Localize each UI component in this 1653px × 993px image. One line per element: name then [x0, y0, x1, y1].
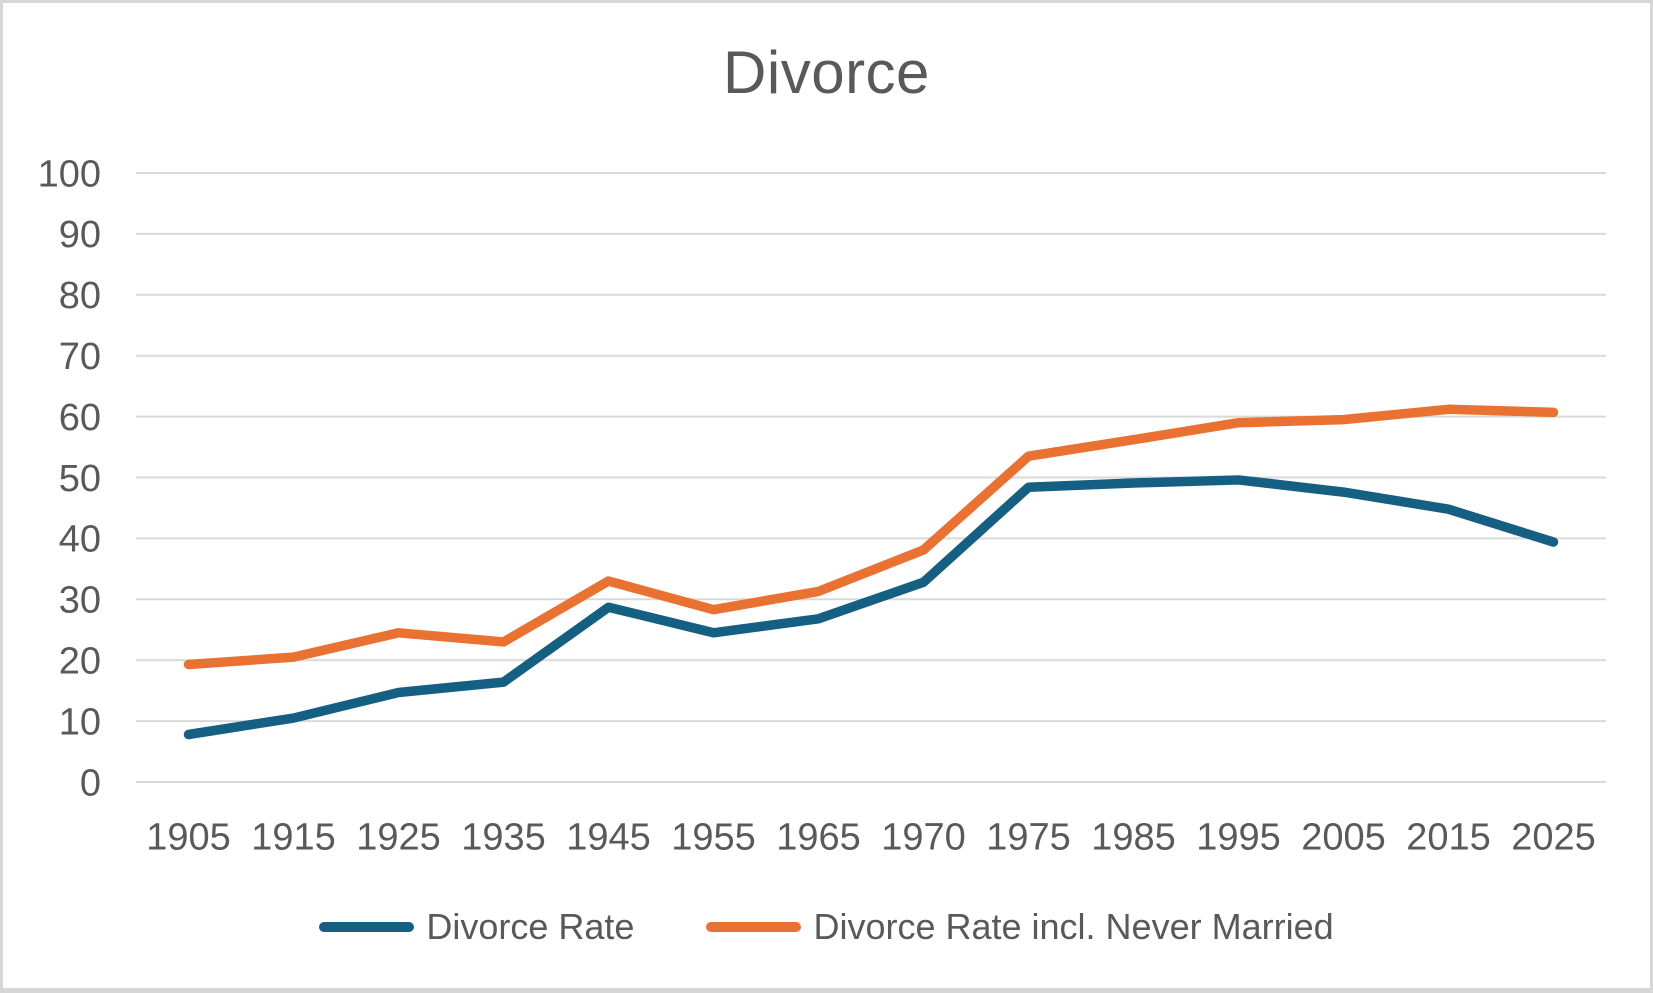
y-axis-tick-label: 20 — [59, 641, 101, 683]
divorce-rate-line-swatch-icon — [319, 922, 415, 932]
x-axis-tick-label: 1985 — [1091, 816, 1176, 858]
y-axis-tick-label: 90 — [59, 214, 101, 256]
x-axis-tick-label: 1975 — [986, 816, 1071, 858]
chart-title: Divorce — [723, 39, 930, 106]
y-axis-tick-label: 50 — [59, 458, 101, 500]
x-axis-tick-label: 1970 — [881, 816, 966, 858]
x-axis-tick-label: 1935 — [461, 816, 546, 858]
divorce-rate-line — [183, 475, 1559, 740]
y-axis-tick-label: 40 — [59, 519, 101, 561]
x-axis-tick-label: 2015 — [1406, 816, 1491, 858]
y-axis-tick-label: 10 — [59, 701, 101, 743]
x-axis-tick-label: 2025 — [1511, 816, 1596, 858]
legend-label-divorce-rate: Divorce Rate — [426, 906, 635, 947]
chart-legend: Divorce Rate Divorce Rate incl. Never Ma… — [3, 899, 1650, 955]
y-axis-tick-label: 60 — [59, 397, 101, 439]
divorce-rate-incl-never-married-line — [183, 404, 1559, 670]
x-axis-tick-label: 1905 — [146, 816, 231, 858]
x-axis-tick-label: 1995 — [1196, 816, 1281, 858]
x-axis-tick-label: 2005 — [1301, 816, 1386, 858]
y-axis-tick-label: 0 — [80, 762, 101, 804]
x-axis-tick-label: 1915 — [251, 816, 336, 858]
divorce-rate-incl-never-married-line-swatch-icon — [706, 922, 802, 932]
x-axis-tick-label: 1945 — [566, 816, 651, 858]
x-axis-tick-label: 1955 — [671, 816, 756, 858]
line-chart-plot-area: 0 10 20 30 40 50 60 70 80 90 100 1905 1915 1925 1935 19… — [38, 153, 1606, 858]
legend-item-divorce-rate: Divorce Rate — [319, 906, 634, 948]
legend-item-divorce-rate-incl-never-married: Divorce Rate incl. Never Married — [706, 906, 1334, 948]
y-axis-tick-label: 30 — [59, 580, 101, 622]
x-axis-tick-label: 1925 — [356, 816, 441, 858]
y-axis-tick-label: 100 — [38, 153, 101, 195]
legend-label-divorce-rate-incl-never-married: Divorce Rate incl. Never Married — [813, 906, 1334, 947]
y-axis-tick-label: 80 — [59, 275, 101, 317]
y-axis-tick-label: 70 — [59, 336, 101, 378]
x-axis-tick-label: 1965 — [776, 816, 861, 858]
